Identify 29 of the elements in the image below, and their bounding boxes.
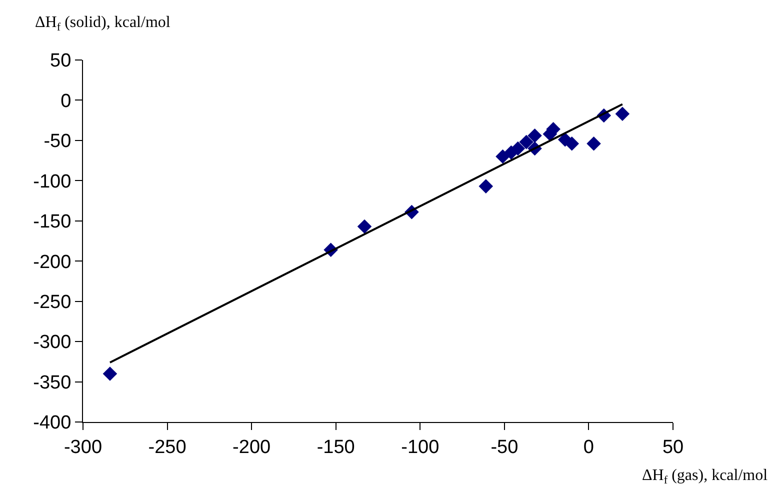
y-tick-label: -300 [33, 332, 72, 354]
x-tick-label: 0 [583, 436, 594, 458]
x-tick-label: 50 [662, 436, 684, 458]
y-tick-label: -50 [44, 131, 72, 152]
x-tick-label: -300 [64, 436, 102, 458]
x-tick-label: -100 [401, 436, 440, 458]
point [519, 134, 534, 150]
y-tick-label: -150 [33, 212, 72, 233]
x-tick-label: -250 [148, 436, 186, 458]
x-tick-label: -50 [490, 436, 518, 458]
y-tick-label: 0 [60, 90, 72, 112]
y-tick-label: -200 [33, 252, 72, 273]
x-tick-label: -150 [316, 436, 355, 458]
x-axis-title: ΔH$_{f}$ (gas), kcal/mol [642, 467, 768, 486]
x-tick-label: -200 [232, 436, 271, 458]
y-tick-label: -250 [33, 292, 72, 313]
point [564, 136, 580, 151]
point [615, 106, 630, 122]
y-tick-label: 50 [50, 50, 72, 72]
point [528, 128, 542, 143]
y-axis-title: ΔH$_{f}$ (solid), kcal/mol [35, 14, 171, 34]
point [510, 141, 526, 156]
y-tick-label: -350 [33, 372, 72, 394]
point [357, 219, 372, 234]
y-tick-label: -100 [33, 171, 72, 192]
point [478, 179, 494, 194]
point [102, 366, 118, 381]
point [586, 136, 601, 151]
y-tick-label: -400 [33, 412, 72, 434]
